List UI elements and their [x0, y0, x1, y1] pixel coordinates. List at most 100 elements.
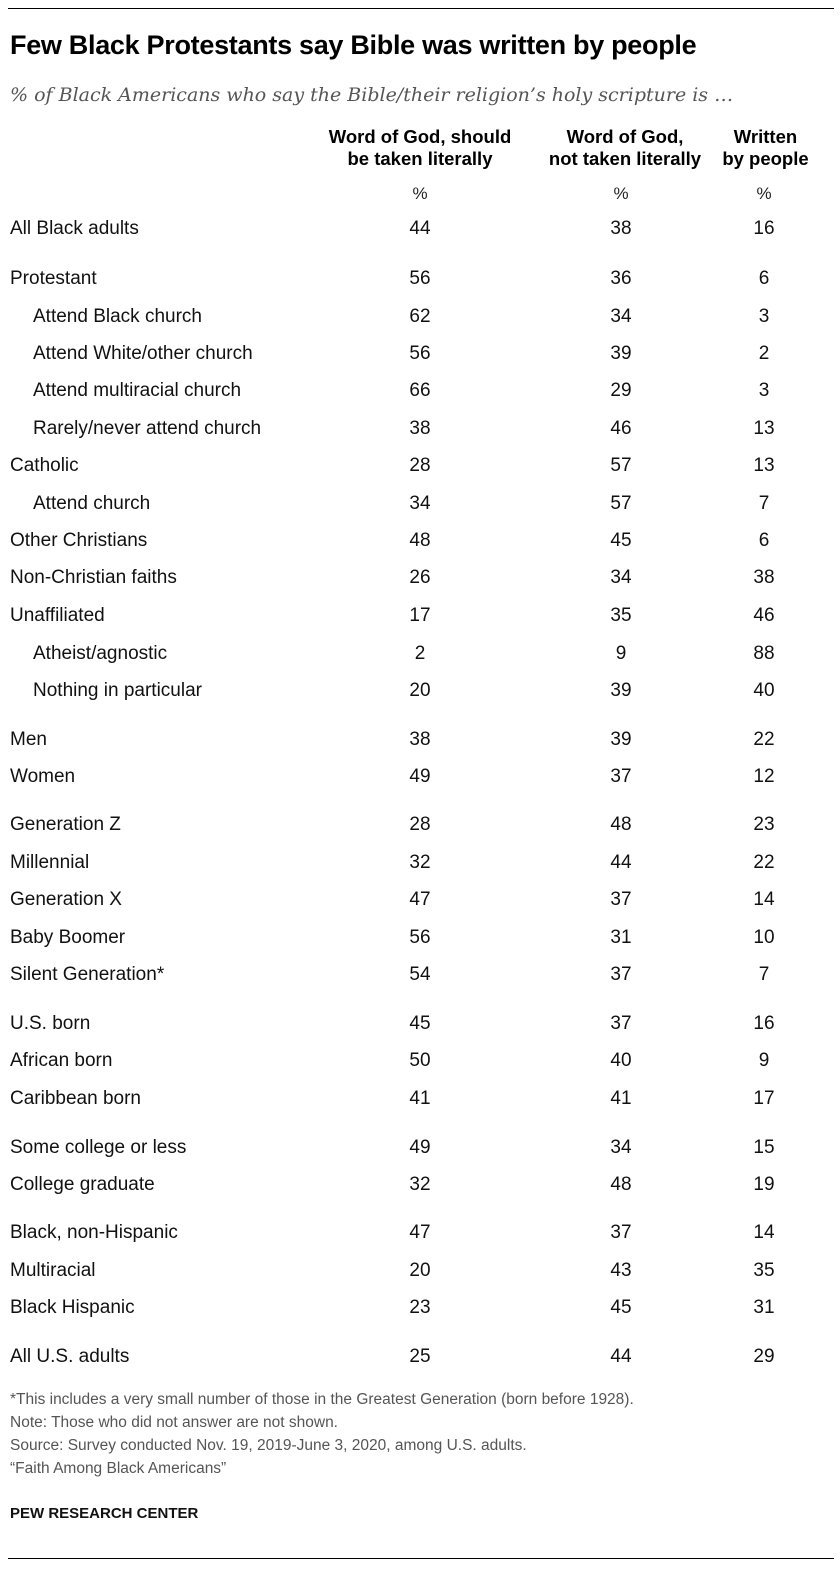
data-table: All Black adults 44 38 16 Protestant 56 36 6 Att… [0, 216, 840, 1367]
value-cell: 13 [753, 455, 775, 476]
value-cell: 44 [610, 852, 632, 873]
top-rule [8, 8, 834, 9]
value-cell: 16 [753, 218, 775, 239]
table-row: Caribbean born 41 41 17 [0, 1086, 840, 1112]
value-cell: 57 [610, 493, 632, 514]
table-row: Black, non-Hispanic 47 37 14 [0, 1220, 840, 1246]
note: Note: Those who did not answer are not s… [10, 1414, 338, 1431]
table-row: Atheist/agnostic 2 9 88 [0, 641, 840, 667]
value-cell: 62 [409, 306, 431, 327]
value-cell: 34 [610, 1137, 632, 1158]
value-cell: 38 [409, 418, 431, 439]
footnote: *This includes a very small number of th… [10, 1391, 634, 1408]
table-row: Baby Boomer 56 31 10 [0, 925, 840, 951]
value-cell: 40 [753, 680, 775, 701]
value-cell: 2 [758, 343, 770, 364]
value-cell: 17 [753, 1088, 775, 1109]
value-cell: 37 [610, 964, 632, 985]
value-cell: 35 [753, 1260, 775, 1281]
value-cell: 38 [409, 729, 431, 750]
unit-label: % [412, 184, 428, 203]
column-header-line: by people [722, 148, 809, 169]
value-cell: 38 [610, 218, 632, 239]
row-label: Atheist/agnostic [33, 643, 168, 664]
value-cell: 26 [409, 567, 431, 588]
table-row: Unaffiliated 17 35 46 [0, 603, 840, 629]
value-cell: 28 [409, 814, 431, 835]
value-cell: 50 [409, 1050, 431, 1071]
value-cell: 3 [758, 380, 770, 401]
value-cell: 7 [758, 964, 770, 985]
unit-label: % [756, 184, 772, 203]
value-cell: 31 [610, 927, 632, 948]
value-cell: 56 [409, 343, 431, 364]
value-cell: 45 [610, 530, 632, 551]
value-cell: 37 [610, 1222, 632, 1243]
row-label: Black, non-Hispanic [10, 1222, 178, 1243]
value-cell: 48 [610, 1174, 632, 1195]
table-row: Some college or less 49 34 15 [0, 1135, 840, 1161]
row-label: Silent Generation* [10, 964, 165, 985]
value-cell: 19 [753, 1174, 775, 1195]
table-row: Nothing in particular 20 39 40 [0, 678, 840, 704]
value-cell: 39 [610, 680, 632, 701]
value-cell: 25 [409, 1346, 431, 1367]
table-row: Non-Christian faiths 26 34 38 [0, 565, 840, 591]
row-label: Women [10, 766, 76, 787]
row-label: Protestant [10, 268, 97, 289]
value-cell: 6 [758, 268, 770, 289]
column-header-line: not taken literally [548, 148, 702, 169]
table-row: All Black adults 44 38 16 [0, 216, 840, 242]
value-cell: 14 [753, 889, 775, 910]
value-cell: 36 [610, 268, 632, 289]
value-cell: 37 [610, 766, 632, 787]
row-label: U.S. born [10, 1013, 91, 1034]
table-row: College graduate 32 48 19 [0, 1172, 840, 1198]
row-label: Men [10, 729, 47, 750]
row-label: Rarely/never attend church [33, 418, 262, 439]
value-cell: 46 [753, 605, 775, 626]
value-cell: 16 [753, 1013, 775, 1034]
table-row: Silent Generation* 54 37 7 [0, 962, 840, 988]
value-cell: 38 [753, 567, 775, 588]
value-cell: 34 [409, 493, 431, 514]
row-label: Caribbean born [10, 1088, 141, 1109]
source: Source: Survey conducted Nov. 19, 2019-J… [10, 1437, 527, 1454]
table-row: Generation Z 28 48 23 [0, 812, 840, 838]
row-label: Non-Christian faiths [10, 567, 177, 588]
value-cell: 44 [409, 218, 431, 239]
value-cell: 13 [753, 418, 775, 439]
brand-logo-text: PEW RESEARCH CENTER [10, 1505, 199, 1522]
row-label: Some college or less [10, 1137, 187, 1158]
row-label: Millennial [10, 852, 90, 873]
value-cell: 23 [753, 814, 775, 835]
value-cell: 41 [409, 1088, 431, 1109]
row-label: Attend church [33, 493, 151, 514]
value-cell: 29 [753, 1346, 775, 1367]
value-cell: 14 [753, 1222, 775, 1243]
value-cell: 12 [753, 766, 775, 787]
value-cell: 88 [753, 643, 775, 664]
value-cell: 29 [610, 380, 632, 401]
table-row: Millennial 32 44 22 [0, 850, 840, 876]
value-cell: 6 [758, 530, 770, 551]
value-cell: 20 [409, 680, 431, 701]
chart-subtitle: % of Black Americans who say the Bible/t… [10, 84, 734, 106]
row-label: Other Christians [10, 530, 148, 551]
table-row: Attend multiracial church 66 29 3 [0, 378, 840, 404]
row-label: Attend multiracial church [33, 380, 242, 401]
value-cell: 66 [409, 380, 431, 401]
value-cell: 37 [610, 889, 632, 910]
value-cell: 20 [409, 1260, 431, 1281]
value-cell: 54 [409, 964, 431, 985]
row-label: African born [10, 1050, 113, 1071]
value-cell: 47 [409, 1222, 431, 1243]
value-cell: 17 [409, 605, 431, 626]
unit-label: % [613, 184, 629, 203]
value-cell: 41 [610, 1088, 632, 1109]
value-cell: 23 [409, 1297, 431, 1318]
value-cell: 22 [753, 852, 775, 873]
column-header-line: Word of God, should [328, 126, 512, 147]
value-cell: 35 [610, 605, 632, 626]
value-cell: 45 [610, 1297, 632, 1318]
